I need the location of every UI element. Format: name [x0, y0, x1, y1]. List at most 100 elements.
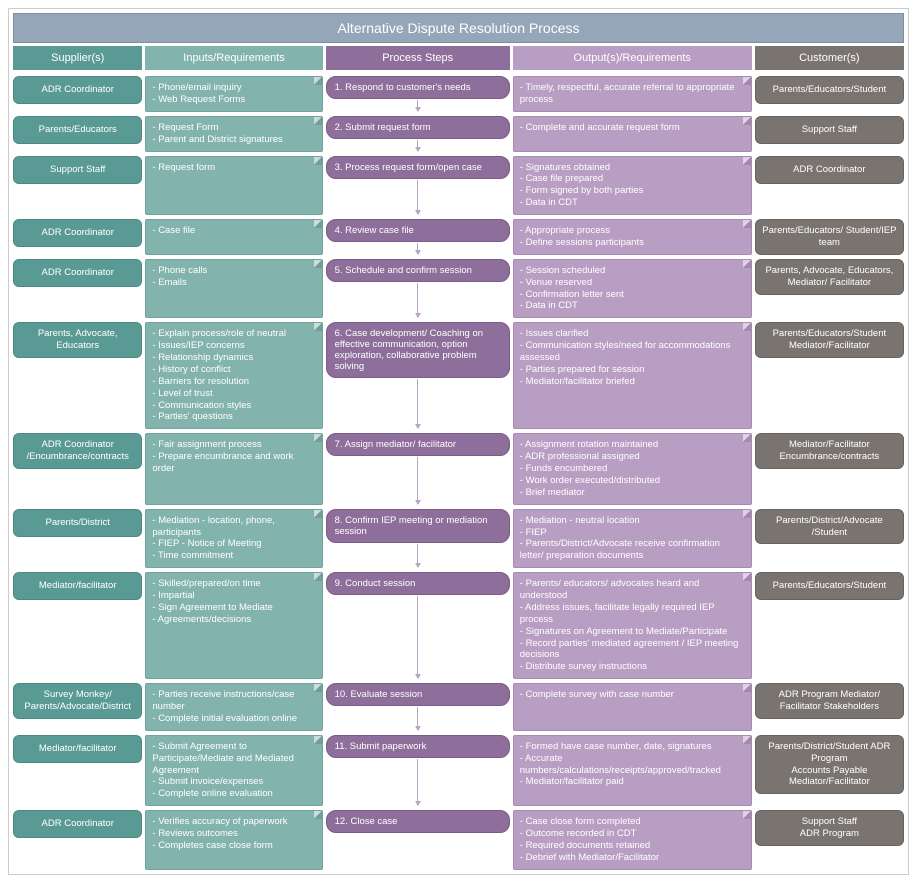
output-line: - Funds encumbered: [520, 463, 745, 475]
input-line: - Phone/email inquiry: [152, 82, 315, 94]
output-line: - Communication styles/need for accommod…: [520, 340, 745, 364]
input-line: - Web Request Forms: [152, 94, 315, 106]
process-cell-wrap: 3. Process request form/open case: [326, 156, 510, 216]
flow-arrow: [417, 544, 418, 568]
process-cell-wrap: 2. Submit request form: [326, 116, 510, 152]
input-line: - Prepare encumbrance and work order: [152, 451, 315, 475]
output-line: - Mediator/facilitator briefed: [520, 376, 745, 388]
supplier-cell: Survey Monkey/ Parents/Advocate/District: [13, 683, 142, 719]
input-line: - Phone calls: [152, 265, 315, 277]
input-line: - Impartial: [152, 590, 315, 602]
input-line: - Verifies accuracy of paperwork: [152, 816, 315, 828]
supplier-cell: Parents/Educators: [13, 116, 142, 144]
output-line: - Required documents retained: [520, 840, 745, 852]
customer-cell: Parents/Educators/Student: [755, 572, 904, 600]
input-line: - Completes case close form: [152, 840, 315, 852]
input-line: - FIEP - Notice of Meeting: [152, 538, 315, 550]
input-line: - Parties' questions: [152, 411, 315, 423]
flow-arrow: [417, 243, 418, 254]
supplier-cell: ADR Coordinator: [13, 219, 142, 247]
input-line: - Submit invoice/expenses: [152, 776, 315, 788]
input-line: - Issues/IEP concerns: [152, 340, 315, 352]
outputs-cell: - Mediation - neutral location- FIEP- Pa…: [513, 509, 752, 569]
outputs-cell: - Timely, respectful, accurate referral …: [513, 76, 752, 112]
output-line: - Assignment rotation maintained: [520, 439, 745, 451]
output-line: - Complete and accurate request form: [520, 122, 745, 134]
output-line: - Address issues, facilitate legally req…: [520, 602, 745, 626]
input-line: - Sign Agreement to Mediate: [152, 602, 315, 614]
process-step: 7. Assign mediator/ facilitator: [326, 433, 510, 456]
flow-arrow: [417, 379, 418, 428]
customer-cell: Parents/Educators/Student Mediator/Facil…: [755, 322, 904, 358]
process-cell-wrap: 10. Evaluate session: [326, 683, 510, 731]
output-line: - Session scheduled: [520, 265, 745, 277]
inputs-cell: - Fair assignment process- Prepare encum…: [145, 433, 322, 504]
process-step: 3. Process request form/open case: [326, 156, 510, 179]
flow-arrow: [417, 140, 418, 151]
flow-arrow: [417, 596, 418, 678]
outputs-cell: - Signatures obtained- Case file prepare…: [513, 156, 752, 216]
output-line: - Accurate numbers/calculations/receipts…: [520, 753, 745, 777]
supplier-cell: Parents, Advocate, Educators: [13, 322, 142, 358]
header-supplier: Supplier(s): [13, 46, 142, 70]
inputs-cell: - Explain process/role of neutral- Issue…: [145, 322, 322, 429]
output-line: - Form signed by both parties: [520, 185, 745, 197]
input-line: - Communication styles: [152, 400, 315, 412]
output-line: - Mediator/facilitator paid: [520, 776, 745, 788]
customer-cell: Parents/Educators/Student: [755, 76, 904, 104]
input-line: - Complete online evaluation: [152, 788, 315, 800]
input-line: - Fair assignment process: [152, 439, 315, 451]
output-line: - Record parties' mediated agreement / I…: [520, 638, 745, 662]
outputs-cell: - Complete survey with case number: [513, 683, 752, 731]
output-line: - Mediation - neutral location: [520, 515, 745, 527]
diagram-title: Alternative Dispute Resolution Process: [13, 13, 904, 43]
input-line: - Skilled/prepared/on time: [152, 578, 315, 590]
process-step: 11. Submit paperwork: [326, 735, 510, 758]
output-line: - Parents/District/Advocate receive conf…: [520, 538, 745, 562]
output-line: - Debrief with Mediator/Facilitator: [520, 852, 745, 864]
output-line: - Signatures obtained: [520, 162, 745, 174]
input-line: - Mediation - location, phone, participa…: [152, 515, 315, 539]
supplier-cell: Parents/District: [13, 509, 142, 537]
input-line: - Explain process/role of neutral: [152, 328, 315, 340]
output-line: - Define sessions participants: [520, 237, 745, 249]
header-outputs: Output(s)/Requirements: [513, 46, 752, 70]
output-line: - Work order executed/distributed: [520, 475, 745, 487]
output-line: - Distribute survey instructions: [520, 661, 745, 673]
page: Alternative Dispute Resolution Process S…: [8, 8, 909, 875]
flow-arrow: [417, 759, 418, 805]
process-row: Parents, Advocate, Educators- Explain pr…: [13, 322, 904, 429]
customer-cell: ADR Coordinator: [755, 156, 904, 184]
customer-cell: Parents/Educators/ Student/IEP team: [755, 219, 904, 255]
flow-arrow: [417, 180, 418, 215]
input-line: - Request form: [152, 162, 315, 174]
output-line: - Data in CDT: [520, 197, 745, 209]
outputs-cell: - Assignment rotation maintained- ADR pr…: [513, 433, 752, 504]
output-line: - Timely, respectful, accurate referral …: [520, 82, 745, 106]
supplier-cell: ADR Coordinator: [13, 259, 142, 287]
output-line: - Complete survey with case number: [520, 689, 745, 701]
process-step: 1. Respond to customer's needs: [326, 76, 510, 99]
input-line: - Complete initial evaluation online: [152, 713, 315, 725]
supplier-cell: ADR Coordinator: [13, 810, 142, 838]
process-step: 4. Review case file: [326, 219, 510, 242]
output-line: - Data in CDT: [520, 300, 745, 312]
input-line: - Reviews outcomes: [152, 828, 315, 840]
process-cell-wrap: 1. Respond to customer's needs: [326, 76, 510, 112]
process-cell-wrap: 6. Case development/ Coaching on effecti…: [326, 322, 510, 429]
process-cell-wrap: 12. Close case: [326, 810, 510, 870]
input-line: - Level of trust: [152, 388, 315, 400]
process-cell-wrap: 9. Conduct session: [326, 572, 510, 679]
supplier-cell: Mediator/facilitator: [13, 735, 142, 763]
inputs-cell: - Mediation - location, phone, participa…: [145, 509, 322, 569]
output-line: - ADR professional assigned: [520, 451, 745, 463]
output-line: - Case file prepared: [520, 173, 745, 185]
process-step: 10. Evaluate session: [326, 683, 510, 706]
output-line: - Formed have case number, date, signatu…: [520, 741, 745, 753]
header-customer: Customer(s): [755, 46, 904, 70]
process-cell-wrap: 4. Review case file: [326, 219, 510, 255]
process-step: 8. Confirm IEP meeting or mediation sess…: [326, 509, 510, 543]
output-line: - Parties prepared for session: [520, 364, 745, 376]
process-step: 12. Close case: [326, 810, 510, 833]
process-step: 9. Conduct session: [326, 572, 510, 595]
